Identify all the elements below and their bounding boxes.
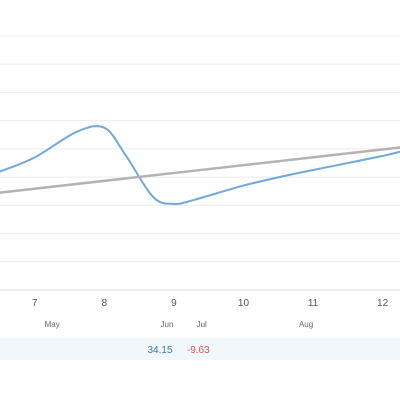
value-labels: 34.15 -9.63 <box>147 345 210 356</box>
series-line-gray <box>0 146 400 194</box>
month-labels: May Jun Jul Aug <box>45 320 314 329</box>
x-tick-label: 7 <box>32 298 38 309</box>
x-tick-label: 12 <box>377 298 389 309</box>
month-label: Jul <box>197 320 207 329</box>
value-label: 34.15 <box>147 345 172 356</box>
x-tick-label: 9 <box>171 298 177 309</box>
month-label: Aug <box>299 320 313 329</box>
x-tick-label: 10 <box>238 298 250 309</box>
series-line-blue <box>0 125 400 206</box>
x-tick-label: 11 <box>308 298 319 309</box>
month-label: Jun <box>161 320 174 329</box>
value-band <box>0 338 400 360</box>
x-tick-labels: 7 8 9 10 11 12 <box>32 298 389 309</box>
series-layer <box>0 125 400 206</box>
x-tick-label: 8 <box>102 298 108 309</box>
value-label: -9.63 <box>187 345 210 356</box>
month-label: May <box>45 320 60 329</box>
grid-lines <box>0 35 400 263</box>
